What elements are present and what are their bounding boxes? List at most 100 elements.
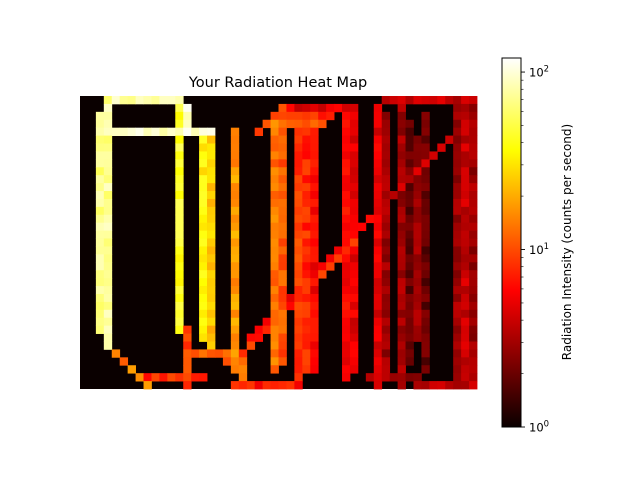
heatmap-cell [413, 167, 422, 176]
heatmap-cell [421, 293, 430, 303]
heatmap-cell [421, 325, 430, 334]
heatmap-cell [405, 278, 414, 287]
heatmap-cell [294, 262, 303, 271]
heatmap-cell [294, 301, 303, 311]
heatmap-cell [199, 175, 208, 184]
heatmap-cell [183, 119, 192, 129]
heatmap-cell [413, 333, 422, 342]
heatmap-cell [183, 381, 192, 390]
heatmap-cell [207, 270, 216, 279]
heatmap-cell [469, 293, 478, 303]
heatmap-cell [175, 325, 184, 334]
heatmap-cell [175, 111, 184, 121]
heatmap-cell [413, 262, 422, 271]
heatmap-cell [469, 175, 478, 184]
heatmap-cell [349, 325, 359, 334]
heatmap-cell [405, 325, 414, 334]
heatmap-cell [230, 246, 240, 255]
heatmap-cell [397, 262, 406, 271]
heatmap-cell [302, 103, 311, 113]
heatmap-cell [270, 143, 279, 152]
heatmap-cell [270, 167, 279, 176]
heatmap-cell [413, 270, 422, 279]
heatmap-cell [270, 135, 279, 144]
heatmap-cell [421, 222, 430, 232]
heatmap-cell [294, 246, 303, 255]
heatmap-cell [469, 214, 478, 224]
heatmap-cell [238, 381, 248, 390]
heatmap-cell [230, 238, 240, 247]
heatmap-cell [405, 333, 414, 342]
heatmap-cell [397, 301, 406, 311]
heatmap-cell [342, 365, 351, 374]
heatmap-cell [278, 341, 287, 350]
heatmap-cell [453, 341, 462, 350]
heatmap-cell [318, 270, 327, 279]
heatmap-cell [270, 341, 279, 350]
heatmap-cell [373, 349, 383, 358]
heatmap-cell [349, 119, 359, 129]
heatmap-cell [103, 206, 113, 216]
heatmap-cell [453, 254, 462, 263]
heatmap-cell [405, 357, 414, 366]
heatmap-cell [373, 357, 383, 366]
heatmap-cell [294, 151, 303, 160]
heatmap-cell [143, 96, 152, 105]
heatmap-cell [349, 270, 359, 279]
heatmap-cell [310, 238, 319, 247]
heatmap-cell [349, 206, 359, 216]
heatmap-cell [103, 143, 113, 152]
heatmap-cell [469, 183, 478, 192]
heatmap-cell [413, 301, 422, 311]
heatmap-cell [302, 262, 311, 271]
heatmap-cell [318, 262, 327, 271]
heatmap-cell [373, 175, 383, 184]
plot-area [80, 96, 478, 390]
heatmap-cell [302, 222, 311, 232]
heatmap-cell [270, 111, 279, 121]
heatmap-cell [421, 143, 430, 152]
heatmap-cell [397, 230, 406, 239]
heatmap-cell [453, 214, 462, 224]
heatmap-cell [469, 159, 478, 168]
heatmap-cell [230, 175, 240, 184]
heatmap-cell [95, 143, 105, 152]
heatmap-cell [294, 373, 303, 382]
heatmap-cell [286, 111, 295, 121]
heatmap-cell [405, 214, 414, 224]
heatmap-cell [373, 373, 383, 382]
heatmap-cell [349, 349, 359, 358]
heatmap-cell [469, 317, 478, 327]
colorbar-gradient [501, 57, 522, 428]
heatmap-cell [342, 246, 351, 255]
heatmap-cell [207, 309, 216, 319]
heatmap-cell [230, 262, 240, 271]
heatmap-cell [461, 119, 470, 129]
heatmap-cell [373, 143, 383, 152]
heatmap-cell [334, 246, 343, 255]
heatmap-cell [199, 206, 208, 216]
heatmap-cell [254, 333, 264, 342]
heatmap-cell [103, 198, 113, 208]
heatmap-cell [453, 183, 462, 192]
heatmap-cell [95, 222, 105, 232]
heatmap-cell [183, 111, 192, 121]
heatmap-cell [342, 301, 351, 311]
heatmap-cell [469, 333, 478, 342]
heatmap-cell [421, 301, 430, 311]
heatmap-cell [207, 151, 216, 160]
heatmap-cell [175, 191, 184, 200]
heatmap-cell [278, 175, 287, 184]
heatmap-cell [381, 254, 391, 263]
heatmap-cell [421, 230, 430, 239]
heatmap-cell [95, 183, 105, 192]
heatmap-cell [230, 151, 240, 160]
heatmap-cell [270, 349, 279, 358]
heatmap-cell [413, 214, 422, 224]
heatmap-cell [421, 206, 430, 216]
heatmap-cell [469, 135, 478, 144]
heatmap-cell [95, 301, 105, 311]
heatmap-cell [461, 341, 470, 350]
heatmap-cell [326, 111, 335, 121]
heatmap-cell [453, 365, 462, 374]
